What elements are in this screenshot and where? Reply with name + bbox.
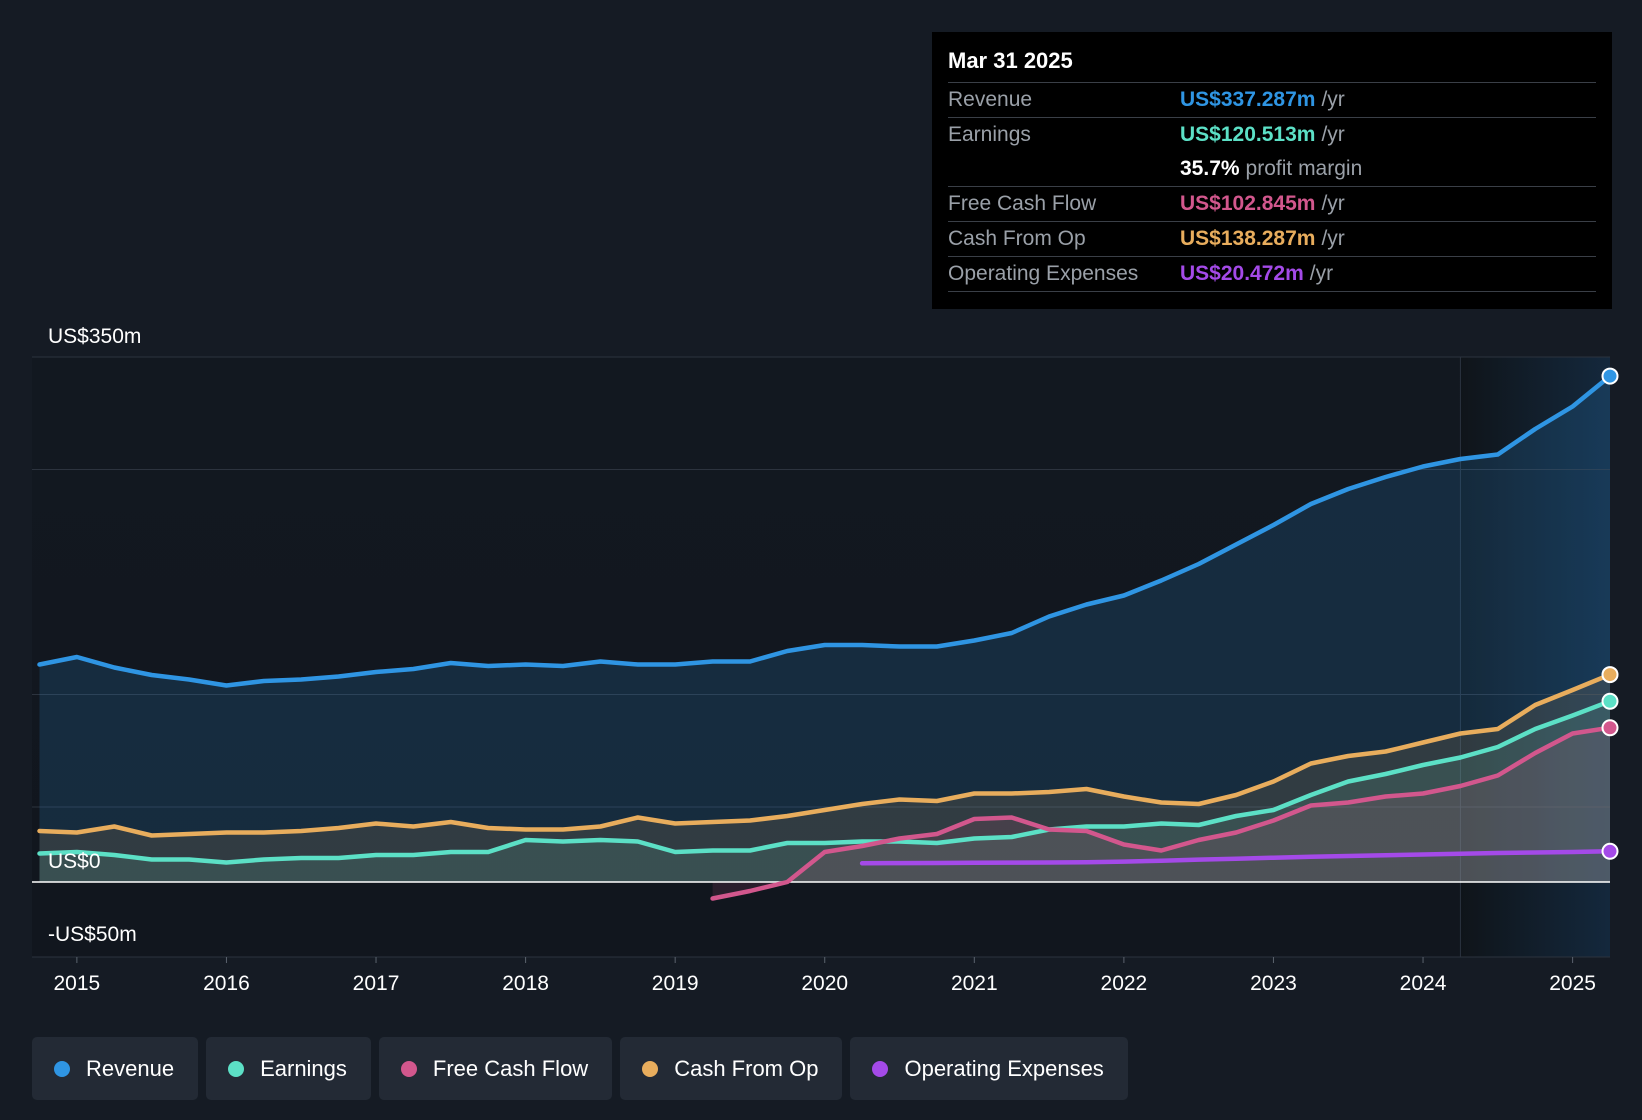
x-tick-label: 2023 <box>1250 972 1297 995</box>
tooltip-row-fcf: Free Cash Flow US$102.845m /yr <box>948 186 1596 221</box>
legend-item-fcf[interactable]: Free Cash Flow <box>378 1037 613 1100</box>
tooltip-earnings-label: Earnings <box>948 123 1031 146</box>
end-marker-free-cash-flow <box>1601 719 1619 737</box>
tooltip-revenue-label: Revenue <box>948 88 1033 111</box>
tooltip-row-earnings: Earnings US$120.513m /yr <box>948 117 1596 152</box>
legend-item-opex[interactable]: Operating Expenses <box>850 1037 1128 1100</box>
tooltip-cfo-unit: /yr <box>1321 227 1345 250</box>
tooltip-earnings-value: US$120.513m <box>1180 123 1316 146</box>
chart-legend: Revenue Earnings Free Cash Flow Cash Fro… <box>32 1037 1128 1100</box>
tooltip-opex-label: Operating Expenses <box>948 262 1139 285</box>
area-cash-from-op <box>39 674 1610 882</box>
tooltip-revenue-unit: /yr <box>1321 88 1345 111</box>
tooltip-panel: Mar 31 2025 Revenue US$337.287m /yr Earn… <box>932 32 1612 309</box>
tooltip-margin-value: 35.7% <box>1180 157 1240 180</box>
tooltip-row-margin: 35.7% profit margin <box>948 152 1596 186</box>
x-tick-label: 2017 <box>353 972 400 995</box>
tooltip-opex-value: US$20.472m <box>1180 262 1304 285</box>
line-operating-expenses <box>859 849 1613 866</box>
x-tick-label: 2021 <box>951 972 998 995</box>
legend-label-earnings: Earnings <box>260 1055 347 1081</box>
legend-dot-earnings <box>228 1060 245 1077</box>
tooltip-cfo-label: Cash From Op <box>948 227 1086 250</box>
legend-dot-cfo <box>642 1060 659 1077</box>
line-revenue <box>37 373 1613 688</box>
x-tick-label: 2024 <box>1400 972 1447 995</box>
end-marker-revenue <box>1601 367 1619 385</box>
legend-item-earnings[interactable]: Earnings <box>206 1037 371 1100</box>
x-tick-label: 2019 <box>652 972 699 995</box>
tooltip-row-revenue: Revenue US$337.287m /yr <box>948 82 1596 117</box>
legend-dot-fcf <box>400 1060 417 1077</box>
end-marker-operating-expenses <box>1601 842 1619 860</box>
tooltip-opex-unit: /yr <box>1309 262 1334 285</box>
x-tick-label: 2025 <box>1549 972 1596 995</box>
tooltip-revenue-value: US$337.287m <box>1180 88 1316 111</box>
x-tick-label: 2015 <box>54 972 101 995</box>
legend-dot-opex <box>872 1060 889 1077</box>
line-earnings <box>37 698 1613 865</box>
y-tick-label: -US$50m <box>48 923 137 946</box>
x-tick-label: 2016 <box>203 972 250 995</box>
area-revenue <box>39 376 1610 882</box>
legend-item-cfo[interactable]: Cash From Op <box>620 1037 843 1100</box>
tooltip-fcf-unit: /yr <box>1321 192 1345 215</box>
tooltip-row-cfo: Cash From Op US$138.287m /yr <box>948 221 1596 256</box>
y-tick-label: US$350m <box>48 325 141 348</box>
legend-item-revenue[interactable]: Revenue <box>32 1037 199 1100</box>
legend-label-opex: Operating Expenses <box>904 1055 1104 1081</box>
end-marker-cash-from-op <box>1601 666 1619 684</box>
tooltip-fcf-value: US$102.845m <box>1180 192 1316 215</box>
tooltip-earnings-unit: /yr <box>1321 123 1345 146</box>
line-cash-from-op <box>37 672 1613 838</box>
legend-label-cfo: Cash From Op <box>674 1055 819 1081</box>
legend-label-revenue: Revenue <box>86 1055 175 1081</box>
tooltip-cfo-value: US$138.287m <box>1180 227 1316 250</box>
x-tick-label: 2020 <box>801 972 848 995</box>
legend-dot-revenue <box>54 1060 70 1077</box>
y-tick-label: US$0 <box>48 850 101 873</box>
tooltip-row-opex: Operating Expenses US$20.472m /yr <box>948 256 1596 292</box>
tooltip-margin-label: profit margin <box>1245 157 1363 180</box>
x-tick-label: 2018 <box>502 972 549 995</box>
x-tick-label: 2022 <box>1101 972 1148 995</box>
end-marker-earnings <box>1601 692 1619 710</box>
line-free-cash-flow <box>710 725 1613 901</box>
tooltip-date: Mar 31 2025 <box>948 48 1073 73</box>
legend-label-fcf: Free Cash Flow <box>432 1055 589 1081</box>
tooltip-fcf-label: Free Cash Flow <box>948 192 1097 215</box>
